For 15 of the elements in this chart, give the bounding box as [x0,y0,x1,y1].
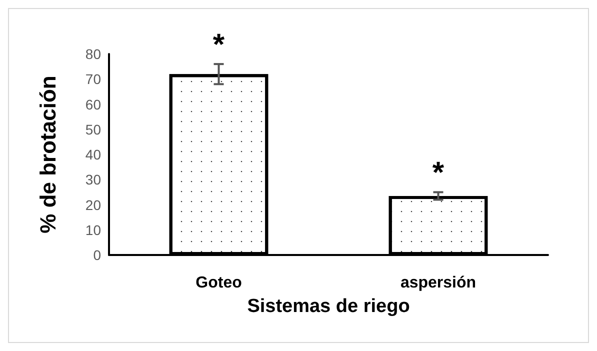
x-tick-label: aspersión [400,274,476,292]
y-tick-label: 30 [85,172,102,188]
y-tick-label: 20 [85,196,102,213]
annotation: * [432,156,444,190]
x-axis-title: Sistemas de riego [247,296,410,317]
y-tick-label: 80 [85,46,102,62]
y-tick-label: 10 [85,222,102,238]
y-tick-label: 50 [85,121,102,138]
y-tick-label: 70 [85,71,102,88]
y-axis-title: % de brotación [36,76,60,234]
y-tick-label: 60 [85,96,102,112]
y-tick-label: 0 [93,247,102,263]
annotation: * [212,28,225,62]
x-tick-label: Goteo [196,274,242,292]
y-tick-label: 40 [85,146,102,162]
